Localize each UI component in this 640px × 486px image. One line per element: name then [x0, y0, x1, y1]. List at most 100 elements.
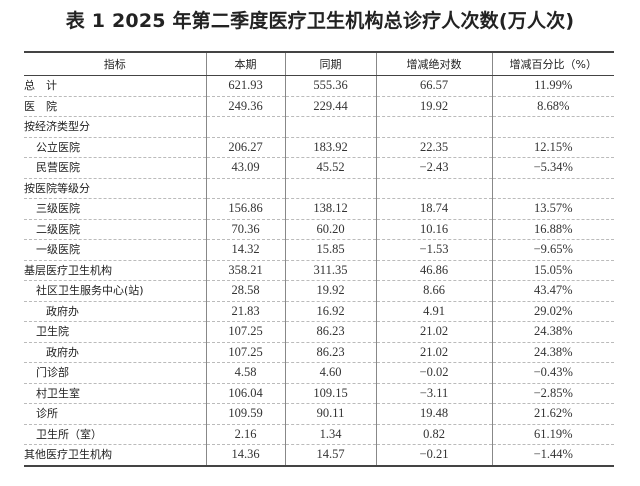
cell-value: 16.92: [284, 300, 377, 322]
cell-value: 16.88%: [491, 218, 614, 240]
cell-value: 10.16: [375, 218, 493, 240]
table-row: 按经济类型分: [24, 116, 614, 138]
cell-value: [491, 116, 614, 138]
cell-value: 19.92: [375, 95, 493, 117]
cell-value: −0.02: [375, 362, 493, 384]
cell-value: −5.34%: [491, 157, 614, 179]
column-header: 增减绝对数: [375, 51, 493, 76]
cell-value: 70.36: [205, 218, 286, 240]
header-row: 指标 本期 同期 增减绝对数 增减百分比（%）: [24, 51, 614, 76]
cell-value: −1.53: [375, 239, 493, 261]
cell-value: 86.23: [284, 341, 377, 363]
cell-value: 24.38%: [491, 341, 614, 363]
cell-value: 43.47%: [491, 280, 614, 302]
cell-value: 19.92: [284, 280, 377, 302]
table-row: 村卫生室 106.04 109.15 −3.11 −2.85%: [24, 382, 614, 404]
table-row: 公立医院 206.27 183.92 22.35 12.15%: [24, 136, 614, 158]
cell-value: 21.02: [375, 341, 493, 363]
cell-value: 8.68%: [491, 95, 614, 117]
cell-value: 19.48: [375, 403, 493, 425]
row-label: 民营医院: [24, 157, 207, 179]
cell-value: 109.59: [205, 403, 286, 425]
cell-value: 21.02: [375, 321, 493, 343]
cell-value: 206.27: [205, 136, 286, 158]
cell-value: [375, 116, 493, 138]
cell-value: 106.04: [205, 382, 286, 404]
table-row: 其他医疗卫生机构 14.36 14.57 −0.21 −1.44%: [24, 444, 614, 467]
row-label: 医 院: [24, 95, 207, 117]
table-title: 表 1 2025 年第二季度医疗卫生机构总诊疗人次数(万人次): [65, 10, 575, 32]
row-label: 政府办: [24, 300, 207, 322]
cell-value: −2.43: [375, 157, 493, 179]
row-label: 社区卫生服务中心(站): [24, 280, 207, 302]
table-row: 三级医院 156.86 138.12 18.74 13.57%: [24, 198, 614, 220]
cell-value: 24.38%: [491, 321, 614, 343]
row-label: 三级医院: [24, 198, 207, 220]
table-row: 门诊部 4.58 4.60 −0.02 −0.43%: [24, 362, 614, 384]
cell-value: 21.83: [205, 300, 286, 322]
cell-value: 90.11: [284, 403, 377, 425]
table-row: 一级医院 14.32 15.85 −1.53 −9.65%: [24, 239, 614, 261]
table-row: 基层医疗卫生机构 358.21 311.35 46.86 15.05%: [24, 259, 614, 281]
cell-value: [284, 177, 377, 199]
cell-value: 15.85: [284, 239, 377, 261]
cell-value: 4.91: [375, 300, 493, 322]
table-row: 政府办 21.83 16.92 4.91 29.02%: [24, 300, 614, 322]
row-label: 卫生院: [24, 321, 207, 343]
row-label: 公立医院: [24, 136, 207, 158]
row-label: 总 计: [24, 75, 207, 97]
cell-value: 18.74: [375, 198, 493, 220]
table-row: 民营医院 43.09 45.52 −2.43 −5.34%: [24, 157, 614, 179]
cell-value: 12.15%: [491, 136, 614, 158]
cell-value: 11.99%: [491, 75, 614, 97]
row-label: 一级医院: [24, 239, 207, 261]
cell-value: 28.58: [205, 280, 286, 302]
table-row: 卫生院 107.25 86.23 21.02 24.38%: [24, 321, 614, 343]
row-label: 村卫生室: [24, 382, 207, 404]
cell-value: 107.25: [205, 341, 286, 363]
cell-value: [491, 177, 614, 199]
row-label: 二级医院: [24, 218, 207, 240]
row-label: 卫生所（室）: [24, 423, 207, 445]
cell-value: 2.16: [205, 423, 286, 445]
cell-value: 249.36: [205, 95, 286, 117]
table-row: 按医院等级分: [24, 177, 614, 199]
cell-value: 229.44: [284, 95, 377, 117]
column-header: 本期: [205, 51, 286, 76]
row-label: 门诊部: [24, 362, 207, 384]
table-row: 卫生所（室） 2.16 1.34 0.82 61.19%: [24, 423, 614, 445]
cell-value: [205, 177, 286, 199]
cell-value: −0.21: [375, 444, 493, 467]
cell-value: 183.92: [284, 136, 377, 158]
cell-value: 46.86: [375, 259, 493, 281]
cell-value: [205, 116, 286, 138]
data-table: 指标 本期 同期 增减绝对数 增减百分比（%） 总 计 621.93 555.36 6…: [24, 51, 614, 467]
cell-value: −2.85%: [491, 382, 614, 404]
cell-value: 14.36: [205, 444, 286, 467]
column-header: 同期: [284, 51, 377, 76]
cell-value: 555.36: [284, 75, 377, 97]
row-label: 其他医疗卫生机构: [24, 444, 207, 467]
row-label: 诊所: [24, 403, 207, 425]
table-row: 二级医院 70.36 60.20 10.16 16.88%: [24, 218, 614, 240]
cell-value: 13.57%: [491, 198, 614, 220]
cell-value: [375, 177, 493, 199]
cell-value: 311.35: [284, 259, 377, 281]
cell-value: 14.32: [205, 239, 286, 261]
row-label: 按经济类型分: [24, 116, 207, 138]
cell-value: 45.52: [284, 157, 377, 179]
table-row: 医 院 249.36 229.44 19.92 8.68%: [24, 95, 614, 117]
cell-value: −1.44%: [491, 444, 614, 467]
table-row: 政府办 107.25 86.23 21.02 24.38%: [24, 341, 614, 363]
cell-value: −0.43%: [491, 362, 614, 384]
cell-value: 86.23: [284, 321, 377, 343]
cell-value: 66.57: [375, 75, 493, 97]
table-row: 社区卫生服务中心(站) 28.58 19.92 8.66 43.47%: [24, 280, 614, 302]
cell-value: −3.11: [375, 382, 493, 404]
row-label: 基层医疗卫生机构: [24, 259, 207, 281]
cell-value: 22.35: [375, 136, 493, 158]
table-row: 诊所 109.59 90.11 19.48 21.62%: [24, 403, 614, 425]
cell-value: 4.58: [205, 362, 286, 384]
cell-value: 156.86: [205, 198, 286, 220]
cell-value: −9.65%: [491, 239, 614, 261]
